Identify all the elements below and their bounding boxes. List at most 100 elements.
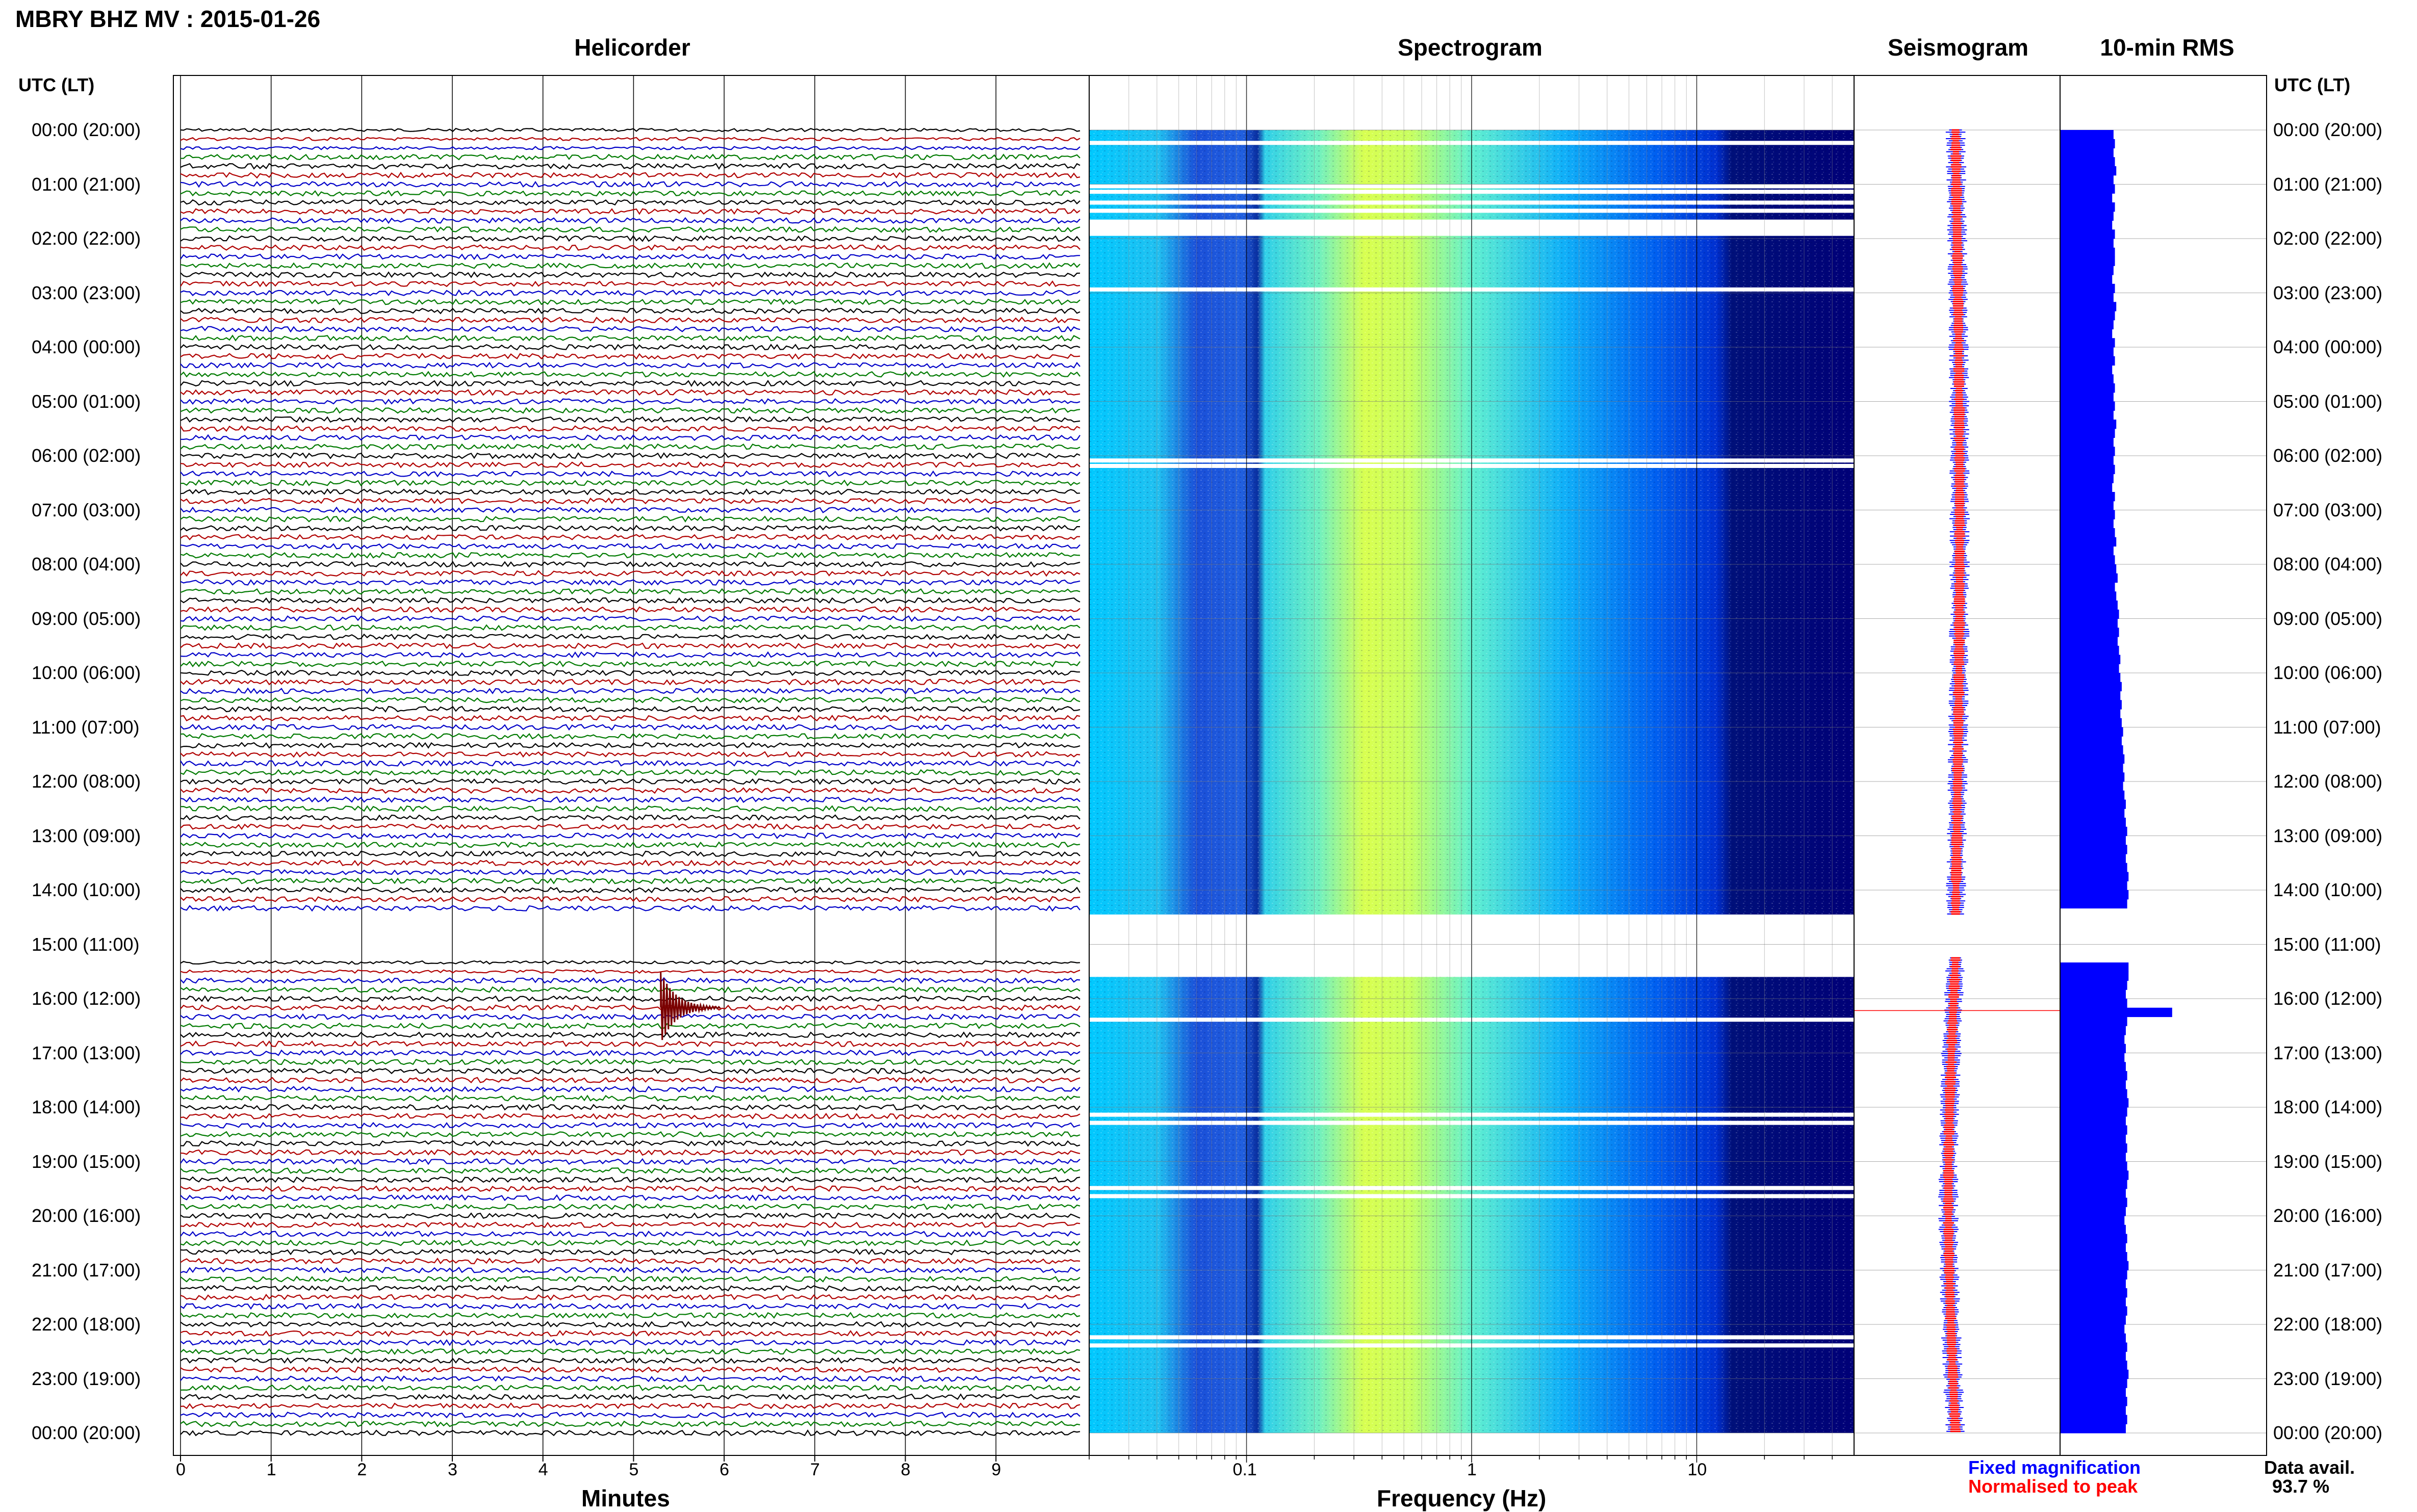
rms-bar [2060, 130, 2114, 140]
helicorder-trace [180, 461, 1081, 468]
time-label-left: 16:00 (12:00) [32, 988, 141, 1009]
rms-bar [2060, 148, 2114, 158]
rms-bar [2060, 555, 2115, 565]
helicorder-trace [180, 416, 1081, 423]
helicorder-trace [180, 1094, 1081, 1102]
helicorder-trace [180, 1257, 1081, 1265]
time-label-right: 21:00 (17:00) [2273, 1259, 2383, 1281]
time-label-left: 10:00 (06:00) [32, 662, 141, 683]
helicorder-trace [180, 1140, 1081, 1147]
rms-bar [2060, 754, 2125, 764]
rms-bar [2060, 863, 2127, 873]
helicorder-trace [180, 606, 1081, 613]
helicorder-trace [180, 1375, 1081, 1383]
helicorder-trace [180, 1348, 1081, 1355]
helicorder-x-tick: 6 [719, 1460, 730, 1479]
rms-bar [2060, 1288, 2127, 1298]
rms-bar [2060, 899, 2127, 909]
helicorder-trace [180, 1221, 1081, 1229]
rms-bar [2060, 1188, 2126, 1198]
rms-bar [2060, 836, 2126, 845]
rms-bar [2060, 383, 2115, 393]
rms-bar [2060, 1224, 2126, 1235]
rms-bar [2060, 1080, 2126, 1090]
helicorder-trace [180, 1004, 1081, 1011]
helicorder-trace [180, 171, 1081, 179]
rms-bar [2060, 139, 2115, 149]
time-label-left: 03:00 (23:00) [32, 282, 141, 303]
helicorder-x-tick: 0 [176, 1460, 186, 1479]
helicorder-trace [180, 470, 1081, 478]
helicorder-trace [180, 1104, 1081, 1111]
helicorder-trace [180, 1049, 1081, 1057]
rms-bar [2060, 962, 2129, 972]
rms-bar [2060, 347, 2114, 357]
rms-bar [2060, 980, 2127, 990]
helicorder-trace [180, 180, 1081, 188]
helicorder-trace [180, 253, 1081, 260]
helicorder-trace [180, 1112, 1081, 1120]
rms-bar [2060, 582, 2115, 592]
helicorder-trace [180, 1357, 1081, 1364]
helicorder-trace [180, 960, 1081, 965]
rms-bar [2060, 664, 2119, 673]
rms-bar [2060, 175, 2114, 185]
rms-bar [2060, 826, 2127, 837]
rms-bar [2060, 220, 2113, 230]
time-label-right: 22:00 (18:00) [2273, 1314, 2383, 1335]
rms-bar [2060, 356, 2115, 366]
helicorder-trace [180, 778, 1081, 785]
rms-bar [2060, 1306, 2127, 1316]
rms-bar [2060, 202, 2115, 212]
rms-bar [2060, 1152, 2126, 1162]
rms-bar [2060, 1216, 2125, 1226]
rms-bar [2060, 700, 2122, 710]
time-label-right: 04:00 (00:00) [2273, 336, 2383, 357]
helicorder-trace [180, 1412, 1081, 1419]
rms-bar [2060, 537, 2117, 547]
helicorder-trace [180, 137, 1081, 142]
rms-bar [2060, 239, 2114, 248]
time-label-left: 14:00 (10:00) [32, 879, 141, 900]
rms-bar [2060, 456, 2114, 465]
time-label-left: 05:00 (01:00) [32, 390, 141, 412]
rms-bar [2060, 1297, 2126, 1307]
rms-bar [2060, 1243, 2126, 1253]
helicorder-trace [180, 850, 1081, 857]
helicorder-trace [180, 262, 1081, 269]
rms-bar [2060, 329, 2113, 338]
helicorder-x-label: Minutes [581, 1485, 670, 1511]
rms-bar [2060, 211, 2114, 221]
rms-bar [2060, 601, 2118, 610]
helicorder-x-tick: 7 [810, 1460, 820, 1479]
rms-bar [2060, 1270, 2127, 1280]
rms-bar [2060, 338, 2115, 348]
rms-bar [2060, 1279, 2126, 1289]
rms-bar [2060, 1089, 2127, 1099]
helicorder-trace [180, 344, 1081, 351]
helicorder-trace [180, 796, 1081, 803]
rms-bar [2060, 564, 2117, 574]
helicorder-x-tick: 3 [448, 1460, 457, 1479]
rms-bar [2060, 546, 2114, 556]
helicorder-trace [180, 1067, 1081, 1075]
helicorder-trace [180, 877, 1081, 884]
rms-bar [2060, 971, 2129, 981]
helicorder-trace [180, 316, 1081, 324]
helicorder-trace [180, 1230, 1081, 1237]
data-availability-label: Data avail. [2264, 1457, 2355, 1478]
time-label-right: 02:00 (22:00) [2273, 228, 2383, 249]
rms-bar [2060, 1053, 2125, 1062]
spectrogram-x-tick: 1 [1467, 1460, 1477, 1479]
helicorder-trace [180, 615, 1081, 622]
helicorder-trace [180, 434, 1081, 441]
time-label-right: 05:00 (01:00) [2273, 390, 2383, 412]
helicorder-trace [180, 217, 1081, 224]
time-label-right: 15:00 (11:00) [2273, 933, 2381, 955]
rms-bar [2060, 1016, 2127, 1026]
helicorder-trace [180, 1040, 1081, 1048]
helicorder-event [660, 972, 721, 1040]
helicorder-trace [180, 425, 1081, 432]
rms-bar [2060, 772, 2125, 782]
helicorder-x-tick: 2 [357, 1460, 367, 1479]
